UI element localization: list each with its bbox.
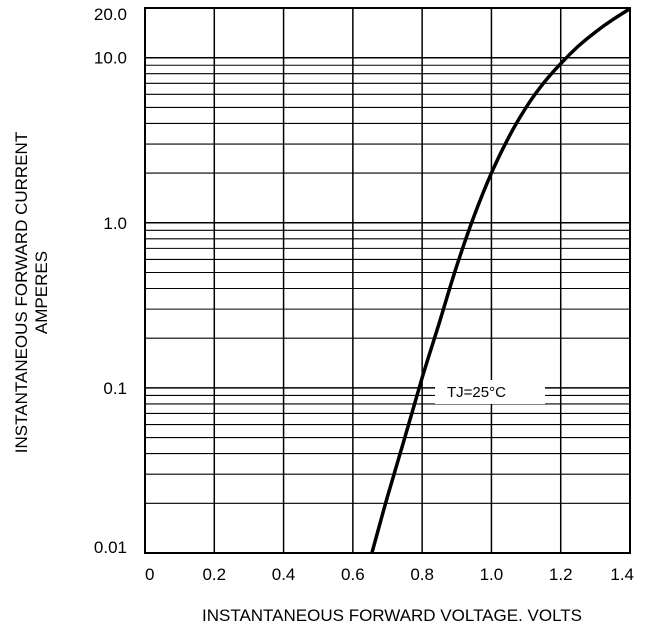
y-tick-labels: 0.01 0.1 1.0 10.0 20.0 <box>94 5 127 557</box>
grid-major-lines <box>145 8 630 553</box>
plot-frame <box>144 7 631 554</box>
y-tick-label: 1.0 <box>103 214 127 233</box>
y-tick-label: 20.0 <box>94 5 127 24</box>
x-axis-title: INSTANTANEOUS FORWARD VOLTAGE. VOLTS <box>202 606 582 625</box>
x-tick-label: 1.2 <box>549 565 573 584</box>
y-axis-title-line-1: INSTANTANEOUS FORWARD CURRENT <box>12 132 31 453</box>
annotation-label: TJ=25°C <box>447 384 506 401</box>
x-tick-label: 0.2 <box>202 565 226 584</box>
annotation-background <box>435 380 545 404</box>
y-tick-label: 0.1 <box>103 379 127 398</box>
x-tick-label: 0.8 <box>410 565 434 584</box>
y-tick-label: 10.0 <box>94 49 127 68</box>
x-tick-label: 0.4 <box>272 565 296 584</box>
x-tick-label: 0.6 <box>341 565 365 584</box>
y-axis-title-line-2: AMPERES <box>32 251 51 334</box>
annotation: TJ=25°C <box>435 380 545 404</box>
grid-minor-lines <box>145 64 630 504</box>
x-tick-label: 1.0 <box>480 565 504 584</box>
x-tick-labels: 0 0.2 0.4 0.6 0.8 1.0 1.2 1.4 <box>145 565 634 584</box>
x-tick-label: 1.4 <box>610 565 634 584</box>
y-tick-label: 0.01 <box>94 538 127 557</box>
series-line <box>370 7 631 554</box>
x-tick-label: 0 <box>145 565 154 584</box>
